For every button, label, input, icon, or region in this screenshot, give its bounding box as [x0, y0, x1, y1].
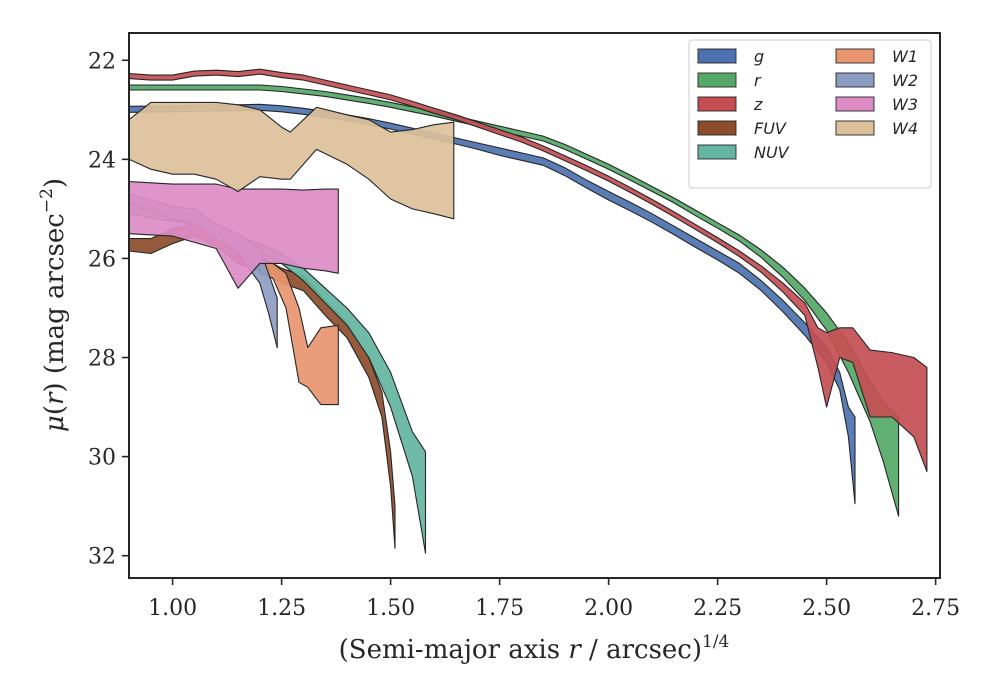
legend-item-w2: W2 [835, 71, 918, 90]
legend-item-nuv: NUV [697, 143, 790, 162]
x-tick-label: 2.00 [584, 596, 633, 621]
x-tick-label: 1.25 [257, 596, 306, 621]
y-tick-label: 28 [88, 347, 116, 372]
x-tick-label: 2.25 [693, 596, 742, 621]
legend-item-r: r [697, 71, 762, 90]
y-tick-label: 26 [88, 247, 116, 272]
x-tick-label: 2.75 [911, 596, 960, 621]
band-z [129, 68, 928, 473]
legend-item-w3: W3 [835, 95, 918, 114]
legend-label: NUV [754, 143, 790, 162]
legend-swatch [835, 48, 875, 64]
x-tick-label: 2.50 [802, 596, 851, 621]
legend: grz FUV NUV W1 W2 W3 W4 [688, 39, 932, 189]
y-axis-label: μ(r) (mag arcsec−2) [37, 178, 70, 432]
legend-swatch [697, 144, 737, 160]
legend-label: FUV [754, 119, 787, 138]
legend-label: W3 [892, 95, 918, 114]
plot-frame [128, 32, 941, 579]
y-tick-label: 22 [88, 49, 116, 74]
profile-bands [129, 68, 928, 554]
y-tick-label: 30 [88, 446, 116, 471]
band-w4 [129, 101, 455, 220]
legend-label: W2 [892, 71, 918, 90]
legend-swatch [697, 72, 737, 88]
legend-swatch [835, 72, 875, 88]
y-tick-label: 32 [88, 545, 116, 570]
legend-label: W1 [892, 47, 918, 66]
legend-item-z: z [697, 95, 763, 114]
legend-label: W4 [892, 119, 918, 138]
legend-swatch [835, 96, 875, 112]
legend-item-g: g [697, 47, 764, 66]
x-tick-label: 1.75 [475, 596, 524, 621]
legend-item-w1: W1 [835, 47, 918, 66]
legend-item-fuv: FUV [697, 119, 787, 138]
legend-label: r [754, 71, 762, 90]
legend-swatch [697, 120, 737, 136]
legend-item-w4: W4 [835, 119, 918, 138]
legend-swatch [697, 48, 737, 64]
legend-swatch [697, 96, 737, 112]
band-w1 [259, 257, 339, 406]
x-tick-label: 1.00 [148, 596, 197, 621]
y-tick-label: 24 [88, 148, 116, 173]
legend-swatch [835, 120, 875, 136]
x-tick-label: 1.50 [366, 596, 415, 621]
legend-label: z [753, 95, 763, 114]
legend-label: g [754, 47, 764, 66]
y-axis-ticks: 22 24 26 28 30 32 [88, 49, 129, 570]
x-axis-ticks: 1.00 1.25 1.50 1.75 2.00 2.25 2.50 2.75 [148, 578, 960, 621]
x-axis-label: (Semi-major axis r / arcsec)1/4 [339, 632, 730, 665]
